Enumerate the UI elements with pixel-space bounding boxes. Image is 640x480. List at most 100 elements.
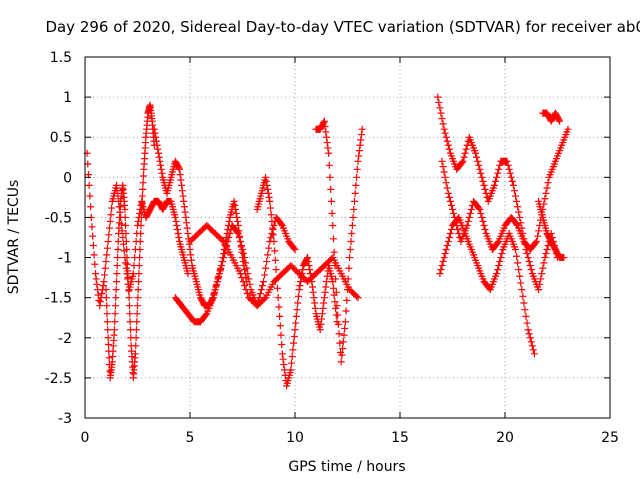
data-point: [354, 294, 362, 302]
data-point: [442, 246, 450, 254]
data-point: [233, 228, 241, 236]
data-point: [220, 254, 228, 262]
data-point: [264, 251, 272, 259]
data-point: [319, 304, 327, 312]
data-point: [156, 157, 164, 165]
data-point: [328, 209, 336, 217]
data-point: [450, 209, 458, 217]
data-point: [351, 197, 358, 205]
data-point: [215, 270, 223, 278]
data-point: [134, 294, 142, 302]
data-point: [326, 173, 334, 181]
data-point: [342, 307, 350, 315]
data-point: [434, 93, 442, 101]
data-point: [437, 109, 445, 117]
data-point: [234, 221, 242, 229]
data-point: [349, 213, 357, 221]
data-point: [244, 270, 252, 278]
data-point: [137, 221, 145, 229]
data-point: [503, 157, 511, 165]
data-point: [178, 187, 186, 195]
plot-frame: [84, 56, 611, 419]
data-point: [269, 224, 277, 232]
data-point: [104, 334, 112, 342]
data-point: [513, 197, 521, 205]
y-tick-label: -1.5: [45, 291, 72, 307]
data-point: [525, 330, 533, 338]
data-point: [491, 181, 498, 189]
data-point: [452, 217, 460, 225]
data-point: [264, 185, 272, 193]
data-point: [330, 235, 337, 243]
y-tick-label: -2.5: [45, 371, 72, 387]
data-point: [529, 346, 537, 354]
data-point: [257, 286, 265, 294]
data-point: [322, 283, 330, 291]
data-point: [516, 213, 524, 221]
data-point: [307, 274, 315, 282]
data-point: [213, 278, 221, 286]
data-point: [174, 229, 182, 237]
data-point: [92, 270, 99, 278]
data-point: [334, 320, 342, 328]
data-point: [152, 137, 160, 145]
data-point: [111, 310, 119, 318]
data-point: [184, 229, 192, 237]
data-point: [496, 258, 504, 266]
data-point: [438, 115, 446, 123]
data-point: [133, 318, 141, 326]
data-point: [243, 264, 251, 272]
data-point: [316, 326, 324, 334]
data-point: [268, 217, 276, 225]
y-tick-label: -3: [58, 411, 72, 427]
data-point: [454, 225, 462, 233]
data-point: [519, 292, 527, 300]
data-point: [232, 205, 239, 213]
data-point: [347, 238, 355, 246]
data-point: [209, 294, 217, 302]
data-point: [353, 292, 361, 300]
data-point: [186, 246, 194, 254]
y-tick-label: 0: [63, 170, 72, 186]
data-point: [187, 251, 195, 259]
data-point: [331, 298, 339, 306]
data-point: [99, 282, 107, 290]
data-point: [323, 133, 330, 141]
data-point: [276, 312, 284, 320]
data-point: [90, 251, 98, 259]
data-point: [288, 359, 295, 367]
data-point: [136, 246, 144, 254]
data-point: [534, 232, 542, 240]
tick-labels: 0 5 10 15 20 25 -3 -2.5 -2 -1.5 -1 -0.5 0 0.5 1 1.5: [45, 50, 619, 446]
data-point: [435, 98, 443, 106]
data-point: [264, 189, 272, 197]
data-point: [235, 234, 243, 241]
data-point: [277, 220, 285, 228]
data-point: [332, 288, 340, 296]
data-point: [154, 145, 162, 153]
data-point: [340, 331, 348, 339]
data-point: [335, 330, 343, 338]
data-point: [89, 242, 97, 250]
data-point: [139, 179, 147, 187]
data-point: [114, 254, 122, 262]
data-point: [525, 258, 533, 266]
data-point: [460, 153, 468, 161]
data-point: [535, 227, 543, 235]
data-point: [311, 304, 319, 312]
data-point: [509, 181, 517, 189]
data-point: [466, 209, 474, 217]
data-point: [541, 254, 549, 262]
data-point: [290, 339, 298, 347]
data-point: [464, 217, 472, 225]
data-point: [533, 238, 540, 246]
data-point: [446, 229, 454, 237]
data-point: [436, 104, 444, 112]
data-point: [276, 322, 284, 330]
data-point: [304, 258, 312, 266]
data-point: [107, 211, 115, 219]
data-point: [139, 172, 147, 180]
data-point: [225, 234, 233, 241]
data-point: [481, 225, 489, 233]
data-point: [171, 213, 179, 221]
